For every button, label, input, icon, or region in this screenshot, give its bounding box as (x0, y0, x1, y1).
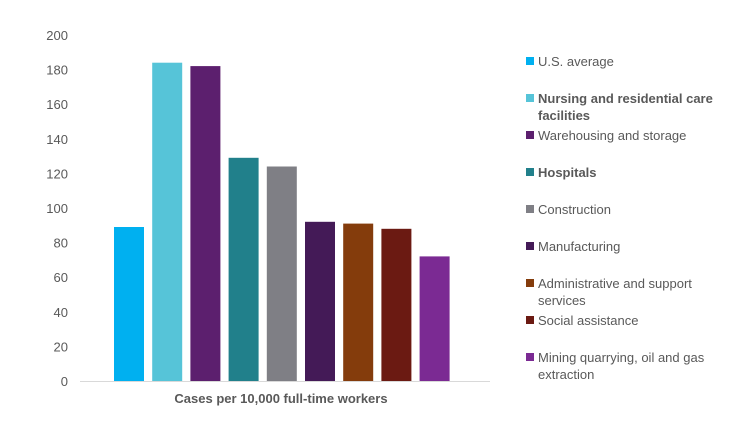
y-tick-label: 180 (46, 63, 68, 78)
y-tick-label: 60 (54, 270, 68, 285)
legend-label: Administrative and support services (538, 276, 692, 308)
legend-item: Mining quarrying, oil and gas extraction (526, 349, 741, 383)
legend-item: Nursing and residential care facilities (526, 90, 741, 124)
legend-swatch (526, 94, 534, 102)
bar (190, 66, 221, 381)
legend-label: Social assistance (538, 313, 639, 328)
y-tick-label: 20 (54, 339, 68, 354)
y-tick-label: 140 (46, 132, 68, 147)
legend-label: Construction (538, 202, 611, 217)
bar (152, 62, 183, 381)
y-tick-label: 80 (54, 236, 68, 251)
legend-label: Mining quarrying, oil and gas extraction (538, 350, 705, 382)
legend-item: Hospitals (526, 164, 597, 181)
legend-swatch (526, 242, 534, 250)
bar (419, 256, 450, 381)
legend-swatch (526, 205, 534, 213)
legend-label: Manufacturing (538, 239, 621, 254)
legend-swatch (526, 57, 534, 65)
y-tick-label: 40 (54, 305, 68, 320)
legend-swatch (526, 316, 534, 324)
legend-swatch (526, 131, 534, 139)
legend-swatch (526, 353, 534, 361)
y-tick-label: 160 (46, 97, 68, 112)
legend-swatch (526, 279, 534, 287)
y-tick-label: 120 (46, 166, 68, 181)
bar (305, 221, 335, 381)
legend-item: U.S. average (526, 53, 614, 70)
legend-label: U.S. average (538, 54, 614, 69)
bar (266, 166, 297, 381)
y-tick-label: 0 (61, 374, 68, 389)
bar (114, 227, 144, 381)
legend-item: Manufacturing (526, 238, 620, 255)
legend-item: Warehousing and storage (526, 127, 686, 144)
legend-swatch (526, 168, 534, 176)
legend-item: Social assistance (526, 312, 638, 329)
y-tick-label: 200 (46, 28, 68, 43)
legend-label: Nursing and residential care facilities (538, 91, 713, 123)
legend-item: Construction (526, 201, 611, 218)
y-axis-ticks: 0 20 40 60 80 100 120 140 160 180 200 (46, 28, 68, 389)
y-tick-label: 100 (46, 201, 68, 216)
bars (114, 62, 450, 381)
bar (343, 223, 374, 381)
bar (381, 228, 412, 381)
legend-label: Warehousing and storage (538, 128, 687, 143)
legend-label: Hospitals (538, 165, 597, 180)
x-axis-label: Cases per 10,000 full-time workers (174, 391, 387, 406)
legend-item: Administrative and support services (526, 275, 741, 309)
bar (228, 157, 259, 381)
